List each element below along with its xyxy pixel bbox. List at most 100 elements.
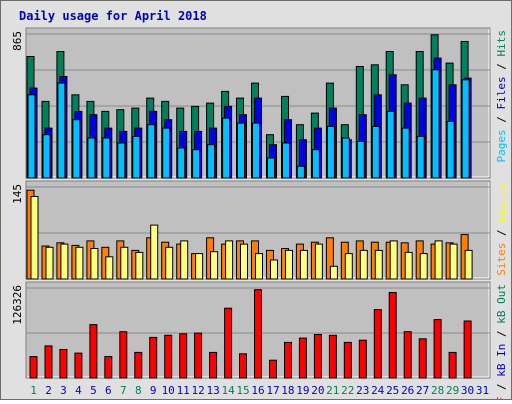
bar-kb-f-day-27: [418, 338, 427, 379]
bar-kb-f-day-13: [209, 351, 218, 379]
bar-pages-day-9: [147, 124, 156, 179]
bar-kb-f-day-19: [298, 337, 307, 379]
bar-visits-day-8: [135, 251, 144, 280]
bar-visits-day-26: [404, 251, 413, 280]
y-axis-legend: Sites / Visits: [495, 183, 508, 276]
bar-pages-day-10: [162, 127, 171, 179]
bar-visits-day-4: [75, 246, 84, 280]
x-tick-label-day-30: 30: [461, 384, 474, 397]
bar-pages-day-28: [431, 69, 440, 179]
bar-visits-day-7: [120, 246, 129, 280]
bar-pages-day-16: [252, 122, 260, 179]
bar-kb-f-day-16: [254, 289, 262, 379]
y-axis-legend-part: /: [495, 223, 508, 243]
y-axis-legend-part: kB Out: [495, 284, 508, 324]
x-tick-label-day-4: 4: [75, 384, 82, 397]
bar-pages-day-15: [237, 122, 245, 179]
x-tick-label-day-15: 15: [236, 384, 249, 397]
x-tick-label-day-27: 27: [416, 384, 429, 397]
bar-pages-day-25: [386, 110, 395, 179]
bar-pages-day-27: [416, 135, 425, 179]
bar-kb-f-day-20: [313, 334, 322, 379]
y-max-label: 145: [11, 184, 24, 204]
y-axis-legend: Pages / Files / Hits: [495, 30, 508, 163]
bar-kb-f-day-30: [463, 320, 472, 379]
bar-kb-f-day-8: [134, 351, 143, 379]
x-tick-label-day-24: 24: [371, 384, 385, 397]
x-tick-label-day-23: 23: [356, 384, 369, 397]
x-tick-label-day-12: 12: [191, 384, 204, 397]
chart-title: Daily usage for April 2018: [19, 9, 207, 23]
bar-visits-day-20: [314, 243, 323, 280]
bar-pages-day-7: [117, 142, 126, 179]
bar-visits-day-23: [359, 249, 368, 280]
bar-kb-f-day-9: [149, 336, 158, 379]
bar-visits-day-22: [344, 253, 353, 280]
x-tick-label-day-16: 16: [251, 384, 264, 397]
bar-kb-f-day-7: [119, 331, 128, 379]
x-tick-label-day-18: 18: [281, 384, 294, 397]
bar-visits-day-19: [299, 249, 308, 280]
bar-visits-day-25: [389, 240, 398, 280]
bar-kb-f-day-1: [29, 356, 38, 379]
bar-pages-day-23: [356, 140, 365, 179]
bar-visits-day-10: [165, 246, 174, 280]
x-tick-label-day-11: 11: [177, 384, 190, 397]
bar-visits-day-5: [90, 248, 99, 280]
bar-pages-day-22: [341, 137, 350, 179]
bar-pages-day-2: [42, 134, 51, 179]
bar-visits-day-29: [449, 243, 458, 280]
x-tick-label-day-10: 10: [162, 384, 175, 397]
bar-pages-day-24: [371, 125, 380, 179]
bar-kb-f-day-22: [343, 341, 352, 379]
bar-kb-f-day-3: [59, 349, 68, 379]
y-max-label: 126326: [11, 285, 24, 325]
bar-kb-f-day-2: [44, 345, 53, 379]
x-tick-label-day-21: 21: [326, 384, 339, 397]
bar-kb-f-day-6: [104, 356, 113, 379]
bar-kb-f-day-26: [403, 331, 412, 379]
bar-visits-day-28: [434, 240, 443, 280]
bar-pages-day-11: [177, 147, 186, 179]
x-tick-label-day-25: 25: [386, 384, 399, 397]
bar-visits-day-27: [419, 253, 428, 280]
bar-pages-day-5: [87, 137, 96, 179]
bar-kb-f-day-5: [89, 324, 98, 379]
bar-pages-day-13: [207, 144, 216, 179]
bar-pages-day-12: [192, 149, 201, 179]
bar-pages-day-14: [222, 117, 231, 179]
bar-visits-day-2: [45, 246, 54, 280]
x-tick-label-day-8: 8: [135, 384, 142, 397]
y-axis-legend: kB F / kB In / kB Out: [495, 284, 508, 399]
bar-visits-day-15: [240, 243, 248, 280]
y-axis-legend-part: Files: [495, 76, 508, 109]
bar-kb-f-day-23: [358, 339, 367, 379]
bar-pages-day-29: [446, 120, 455, 179]
bar-visits-day-1: [30, 196, 39, 280]
bar-kb-f-day-28: [433, 319, 442, 379]
y-axis-legend-part: Visits: [495, 183, 508, 223]
bar-kb-f-day-11: [179, 333, 188, 379]
bar-kb-f-day-21: [328, 334, 337, 379]
bar-pages-day-1: [27, 94, 36, 179]
x-tick-label-day-22: 22: [341, 384, 354, 397]
x-tick-label-day-28: 28: [431, 384, 444, 397]
x-tick-label-day-7: 7: [120, 384, 127, 397]
bar-visits-day-13: [210, 251, 219, 280]
x-tick-label-day-2: 2: [45, 384, 52, 397]
bar-kb-f-day-17: [269, 359, 277, 379]
x-tick-label-day-3: 3: [60, 384, 67, 397]
x-tick-label-day-13: 13: [206, 384, 219, 397]
bar-pages-day-19: [296, 165, 305, 179]
bar-kb-f-day-29: [448, 351, 457, 379]
bar-kb-f-day-12: [194, 332, 203, 379]
x-tick-label-day-19: 19: [296, 384, 309, 397]
y-axis-legend-part: Hits: [495, 30, 508, 57]
bar-pages-day-18: [282, 142, 290, 179]
bar-pages-day-21: [326, 125, 335, 179]
x-tick-label-day-1: 1: [30, 384, 37, 397]
bar-kb-f-day-10: [164, 334, 173, 379]
bar-pages-day-26: [401, 127, 410, 179]
x-tick-label-day-20: 20: [311, 384, 324, 397]
